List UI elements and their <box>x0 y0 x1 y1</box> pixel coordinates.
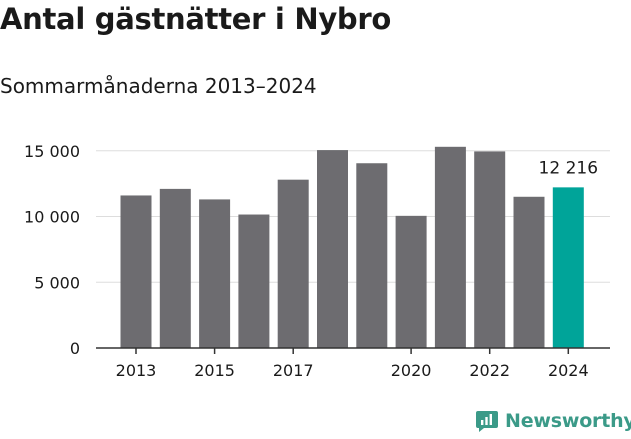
bar <box>395 215 427 348</box>
x-tick-label: 2020 <box>391 361 432 380</box>
data-label: 12 216 <box>539 158 598 178</box>
y-tick-label: 15 000 <box>24 142 80 161</box>
bar <box>434 146 466 348</box>
bar <box>356 163 388 348</box>
x-tick-label: 2013 <box>116 361 157 380</box>
bar <box>474 151 506 348</box>
chart-subtitle: Sommarmånaderna 2013–2024 <box>0 74 317 98</box>
x-tick-label: 2017 <box>273 361 314 380</box>
newsworthy-logo-icon <box>476 411 498 432</box>
x-tick-label: 2024 <box>548 361 589 380</box>
bar <box>159 188 191 348</box>
x-tick-label: 2022 <box>469 361 510 380</box>
y-tick-label: 10 000 <box>24 208 80 227</box>
bar <box>513 196 545 348</box>
bar <box>238 214 270 348</box>
brand-name: Newsworthy <box>505 410 631 432</box>
bar <box>120 195 152 348</box>
y-tick-label: 0 <box>70 339 80 358</box>
chart-title: Antal gästnätter i Nybro <box>0 2 392 36</box>
bar <box>552 187 584 348</box>
bar <box>199 199 231 348</box>
bar <box>317 150 348 348</box>
newsworthy-brand: Newsworthy <box>475 409 631 433</box>
bar <box>277 179 309 348</box>
x-tick-label: 2015 <box>194 361 235 380</box>
y-tick-label: 5 000 <box>34 273 80 292</box>
